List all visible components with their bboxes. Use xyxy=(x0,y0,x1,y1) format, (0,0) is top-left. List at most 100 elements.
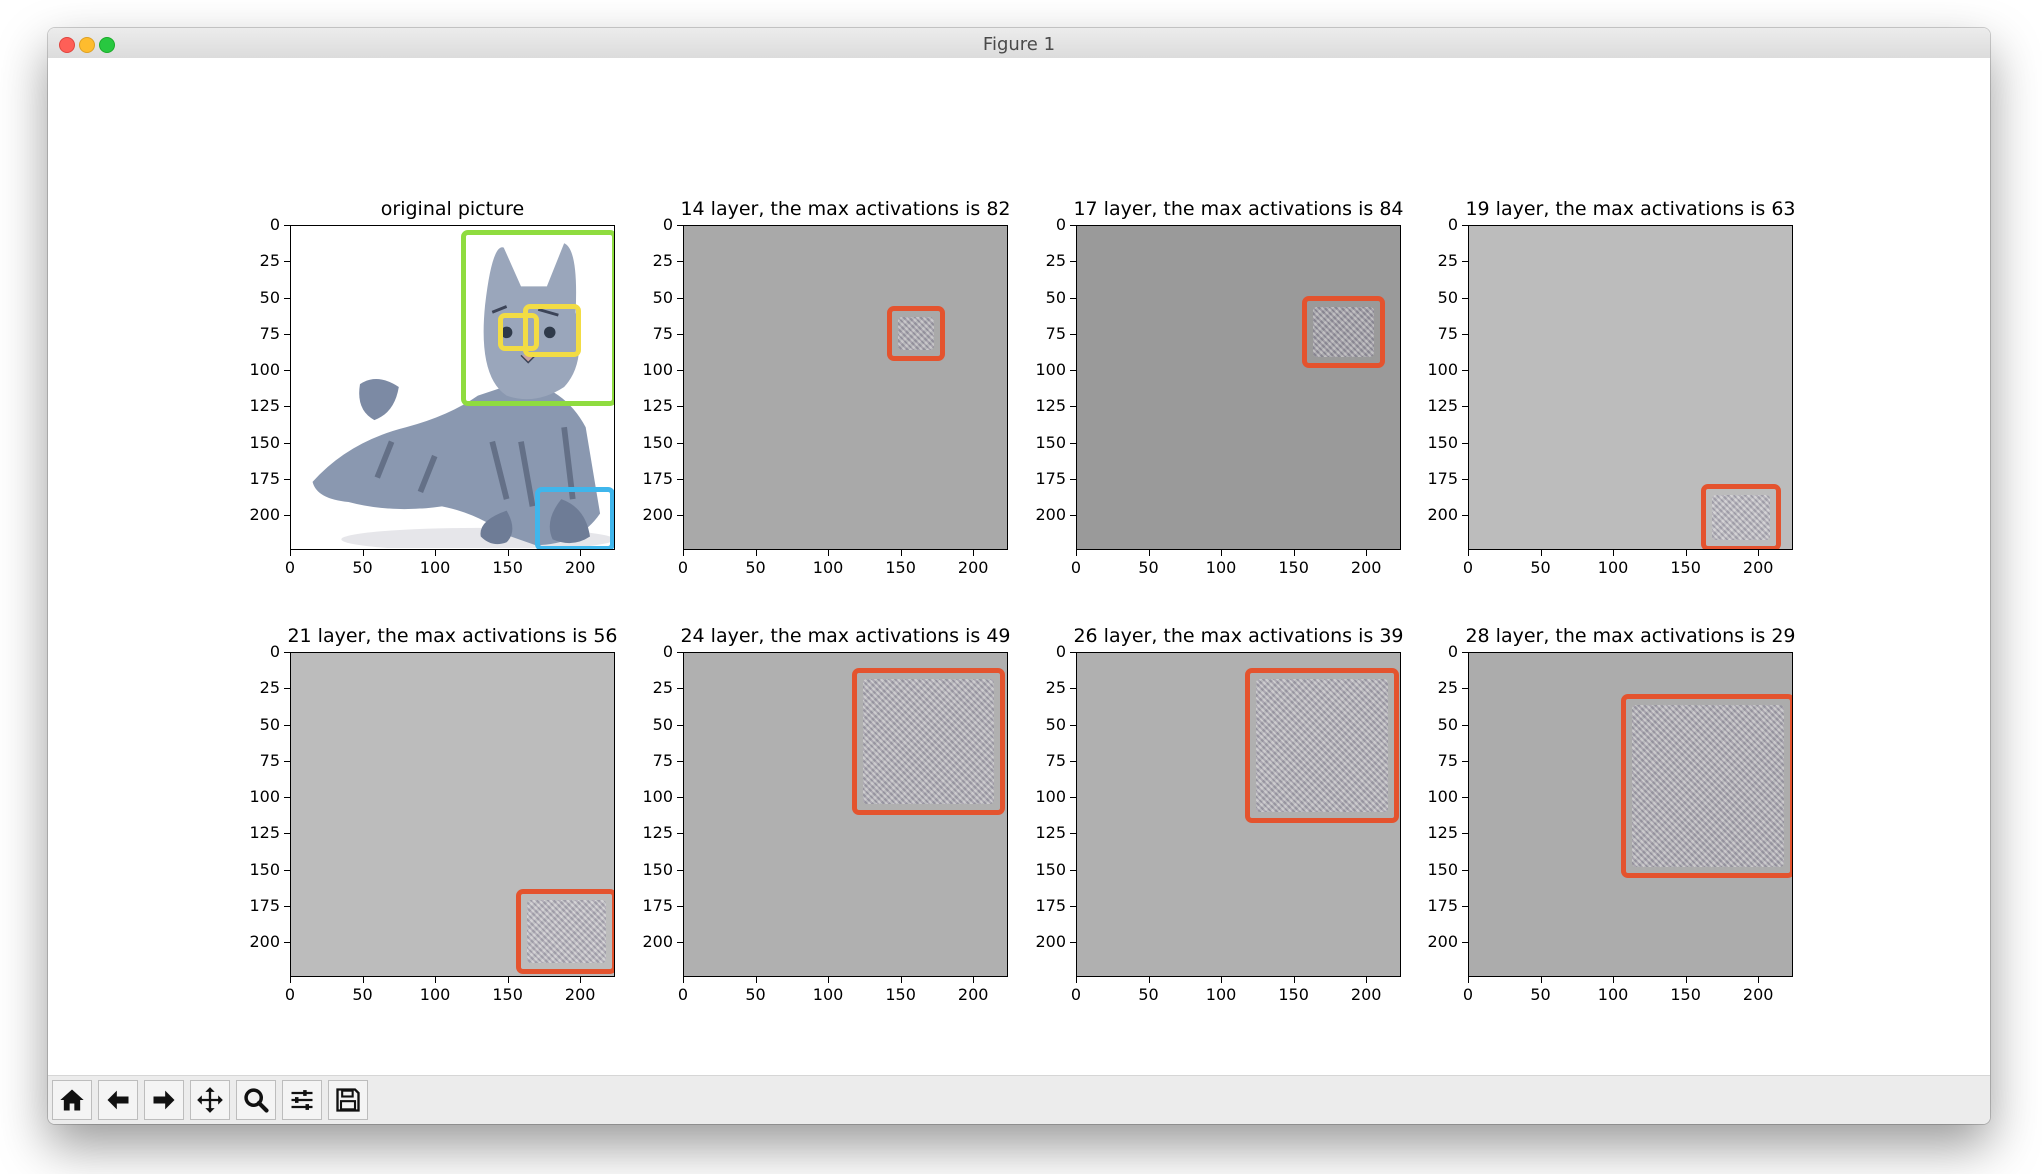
y-tick-label: 50 xyxy=(652,287,673,307)
x-tick-mark xyxy=(1685,550,1687,556)
home-icon xyxy=(60,1089,84,1111)
activation-map xyxy=(290,652,615,977)
close-window-button[interactable] xyxy=(59,37,75,53)
highlight-box xyxy=(534,487,614,549)
y-tick-label: 50 xyxy=(259,287,280,307)
x-tick-label: 200 xyxy=(1742,558,1774,577)
subplot-panel: 26 layer, the max activations is 39 0 25 50… xyxy=(1035,625,1403,1004)
configure-subplots-button[interactable] xyxy=(282,1080,322,1120)
x-tick-label: 150 xyxy=(1278,558,1309,577)
y-tick-mark xyxy=(1462,442,1468,444)
y-tick-label: 50 xyxy=(652,714,673,734)
home-button[interactable] xyxy=(52,1080,92,1120)
pan-button[interactable] xyxy=(190,1080,230,1120)
y-tick-mark xyxy=(677,406,683,408)
y-tick-mark xyxy=(677,370,683,372)
y-tick-label: 175 xyxy=(1427,468,1458,488)
x-tick-mark xyxy=(973,977,975,983)
y-tick-mark xyxy=(1070,652,1076,653)
x-tick-label: 0 xyxy=(1462,985,1474,1004)
subplot-title: 21 layer, the max activations is 56 xyxy=(287,625,618,647)
subplot-title: 26 layer, the max activations is 39 xyxy=(1073,625,1404,647)
y-tick-mark xyxy=(1070,261,1076,263)
x-tick-label: 150 xyxy=(492,985,523,1004)
subplot-title: 14 layer, the max activations is 82 xyxy=(680,198,1011,220)
cat-image xyxy=(290,225,615,550)
y-tick-label: 175 xyxy=(1035,895,1066,915)
title-bar: Figure 1 xyxy=(48,28,1990,59)
y-tick-mark xyxy=(284,333,290,335)
x-tick-mark xyxy=(507,550,509,556)
y-tick-mark xyxy=(677,478,683,480)
maximize-window-button[interactable] xyxy=(99,37,115,53)
x-tick-label: 150 xyxy=(1670,558,1701,577)
save-button[interactable] xyxy=(328,1080,368,1120)
y-tick-label: 200 xyxy=(1427,505,1458,525)
y-tick-mark xyxy=(284,297,290,299)
x-tick-mark xyxy=(683,550,684,556)
x-tick-mark xyxy=(1540,550,1542,556)
y-tick-label: 175 xyxy=(642,895,673,915)
x-tick-mark xyxy=(1148,977,1150,983)
subplot-title: 19 layer, the max activations is 63 xyxy=(1465,198,1796,220)
y-tick-mark xyxy=(284,652,290,653)
y-tick-mark xyxy=(1070,942,1076,944)
x-tick-label: 0 xyxy=(1070,558,1082,577)
y-tick-label: 125 xyxy=(249,823,280,843)
y-tick-mark xyxy=(1462,261,1468,263)
forward-button[interactable] xyxy=(144,1080,184,1120)
subplot-panel: 19 layer, the max activations is 63 0 25 50… xyxy=(1427,198,1795,577)
y-tick-mark xyxy=(284,442,290,444)
figure-canvas[interactable]: original picture 0 25 50 75 100 125 150 175 200 0 5… xyxy=(48,58,1990,1106)
x-tick-mark xyxy=(828,977,830,983)
y-tick-label: 100 xyxy=(642,787,673,807)
y-tick-mark xyxy=(284,515,290,517)
configure-subplots-icon xyxy=(291,1090,313,1110)
y-tick-label: 125 xyxy=(642,823,673,843)
x-tick-mark xyxy=(1076,977,1077,983)
y-tick-mark xyxy=(284,370,290,372)
zoom-button[interactable] xyxy=(236,1080,276,1120)
y-tick-label: 200 xyxy=(1035,505,1066,525)
x-tick-mark xyxy=(1148,550,1150,556)
x-tick-mark xyxy=(435,977,437,983)
y-tick-mark xyxy=(1462,833,1468,835)
y-tick-label: 25 xyxy=(652,678,673,698)
y-tick-label: 200 xyxy=(249,505,280,525)
y-tick-mark xyxy=(677,297,683,299)
y-tick-label: 100 xyxy=(1427,360,1458,380)
highlight-box xyxy=(1701,484,1781,549)
x-tick-mark xyxy=(900,977,902,983)
y-tick-label: 0 xyxy=(1447,215,1458,234)
y-tick-label: 200 xyxy=(642,505,673,525)
y-tick-mark xyxy=(1462,760,1468,762)
y-tick-mark xyxy=(677,869,683,871)
y-tick-label: 0 xyxy=(662,215,673,234)
activation-map xyxy=(1468,225,1793,550)
y-tick-label: 0 xyxy=(1055,642,1066,661)
x-tick-label: 200 xyxy=(1350,985,1382,1004)
subplot-panel: 14 layer, the max activations is 82 0 25 50… xyxy=(642,198,1010,577)
y-tick-label: 150 xyxy=(1035,859,1066,879)
y-tick-mark xyxy=(284,905,290,907)
y-tick-mark xyxy=(1070,688,1076,690)
x-tick-label: 200 xyxy=(957,985,989,1004)
minimize-window-button[interactable] xyxy=(79,37,95,53)
y-tick-mark xyxy=(677,905,683,907)
subplot-panel: 17 layer, the max activations is 84 0 25 50… xyxy=(1035,198,1403,577)
x-tick-mark xyxy=(580,550,582,556)
y-tick-label: 0 xyxy=(269,642,280,661)
y-tick-label: 150 xyxy=(642,432,673,452)
y-tick-label: 50 xyxy=(1437,287,1458,307)
highlight-box xyxy=(1301,295,1385,369)
y-tick-mark xyxy=(677,442,683,444)
forward-arrow-icon xyxy=(153,1090,175,1110)
activation-pattern xyxy=(1632,704,1785,867)
activation-map xyxy=(1076,225,1401,550)
back-button[interactable] xyxy=(98,1080,138,1120)
x-tick-mark xyxy=(900,550,902,556)
subplot-title: original picture xyxy=(380,198,525,220)
highlight-box xyxy=(1245,667,1400,823)
highlight-box xyxy=(523,304,582,357)
y-tick-label: 200 xyxy=(1427,932,1458,952)
